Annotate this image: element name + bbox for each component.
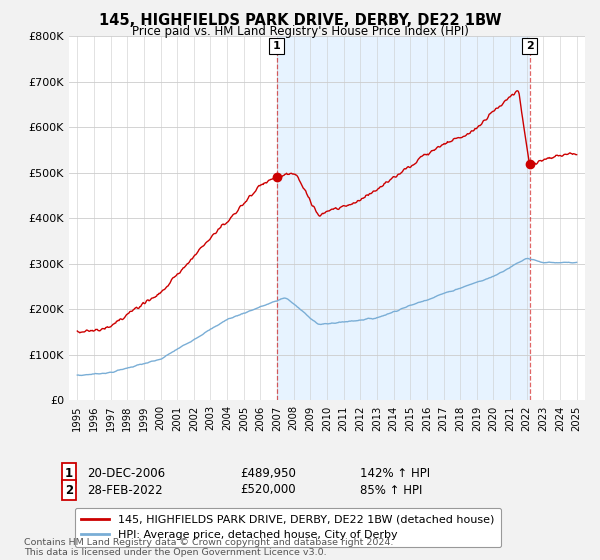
Text: 85% ↑ HPI: 85% ↑ HPI [360, 483, 422, 497]
Text: Contains HM Land Registry data © Crown copyright and database right 2024.
This d: Contains HM Land Registry data © Crown c… [24, 538, 394, 557]
Text: 145, HIGHFIELDS PARK DRIVE, DERBY, DE22 1BW: 145, HIGHFIELDS PARK DRIVE, DERBY, DE22 … [99, 13, 501, 28]
Text: 1: 1 [65, 466, 73, 480]
Text: 1: 1 [272, 41, 280, 51]
Bar [277, 36, 530, 400]
Text: 28-FEB-2022: 28-FEB-2022 [87, 483, 163, 497]
Text: £520,000: £520,000 [240, 483, 296, 497]
Text: 2: 2 [526, 41, 533, 51]
Legend: 145, HIGHFIELDS PARK DRIVE, DERBY, DE22 1BW (detached house), HPI: Average price: 145, HIGHFIELDS PARK DRIVE, DERBY, DE22 … [74, 508, 501, 547]
Text: 142% ↑ HPI: 142% ↑ HPI [360, 466, 430, 480]
Text: Price paid vs. HM Land Registry's House Price Index (HPI): Price paid vs. HM Land Registry's House … [131, 25, 469, 38]
Text: 2: 2 [65, 483, 73, 497]
Text: 20-DEC-2006: 20-DEC-2006 [87, 466, 165, 480]
Text: £489,950: £489,950 [240, 466, 296, 480]
